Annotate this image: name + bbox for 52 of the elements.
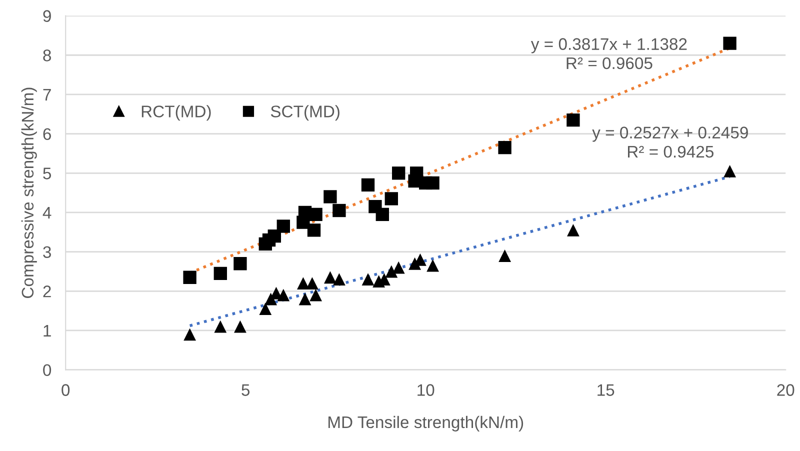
point [183, 270, 196, 284]
point [384, 192, 398, 206]
point [498, 250, 512, 262]
point [214, 266, 227, 280]
legend-label: SCT(MD) [270, 105, 340, 121]
point [324, 190, 337, 204]
point [234, 320, 246, 333]
point [309, 208, 322, 222]
x-tick-label: 15 [598, 384, 614, 396]
y-axis-title: Compressive strength(kN/m) [21, 88, 37, 298]
point [426, 259, 440, 272]
point [361, 178, 375, 192]
y-tick-label: 8 [43, 50, 51, 62]
x-tick-label: 0 [62, 384, 70, 396]
point [362, 273, 374, 286]
annotation: y = 0.3817x + 1.1382 R² = 0.9605 [530, 38, 687, 70]
point [310, 288, 322, 302]
point [332, 204, 346, 218]
y-tick-label: 3 [43, 246, 51, 258]
point [298, 292, 312, 306]
y-tick-label: 4 [42, 207, 52, 219]
point [184, 328, 196, 341]
y-tick-label: 7 [43, 89, 51, 100]
x-tick-label: 10 [418, 384, 434, 396]
point [426, 176, 440, 190]
point [376, 208, 389, 222]
x-tick-label: 20 [777, 384, 794, 396]
point [214, 320, 227, 333]
y-tick-label: 2 [43, 286, 51, 298]
point [296, 277, 310, 290]
annotation: y = 0.2527x + 0.2459 R² = 0.9425 [592, 126, 748, 158]
y-tick-label: 9 [43, 10, 51, 22]
point [276, 220, 290, 233]
point [259, 302, 272, 316]
y-tick-label: 6 [43, 128, 51, 140]
point [234, 257, 247, 270]
point [324, 271, 336, 284]
point [723, 36, 736, 50]
y-tick-label: 0 [43, 364, 52, 376]
point [566, 113, 580, 127]
x-axis-title: MD Tensile strength(kN/m) [328, 416, 524, 432]
point [566, 224, 580, 236]
legend-label: RCT(MD) [142, 105, 211, 121]
point [332, 273, 346, 286]
y-tick-label: 5 [43, 168, 52, 180]
point [277, 288, 290, 302]
point [498, 140, 512, 154]
point [392, 166, 406, 180]
x-tick-label: 5 [242, 384, 250, 396]
point [307, 224, 321, 237]
point [724, 164, 736, 178]
y-tick-label: 1 [44, 325, 51, 337]
